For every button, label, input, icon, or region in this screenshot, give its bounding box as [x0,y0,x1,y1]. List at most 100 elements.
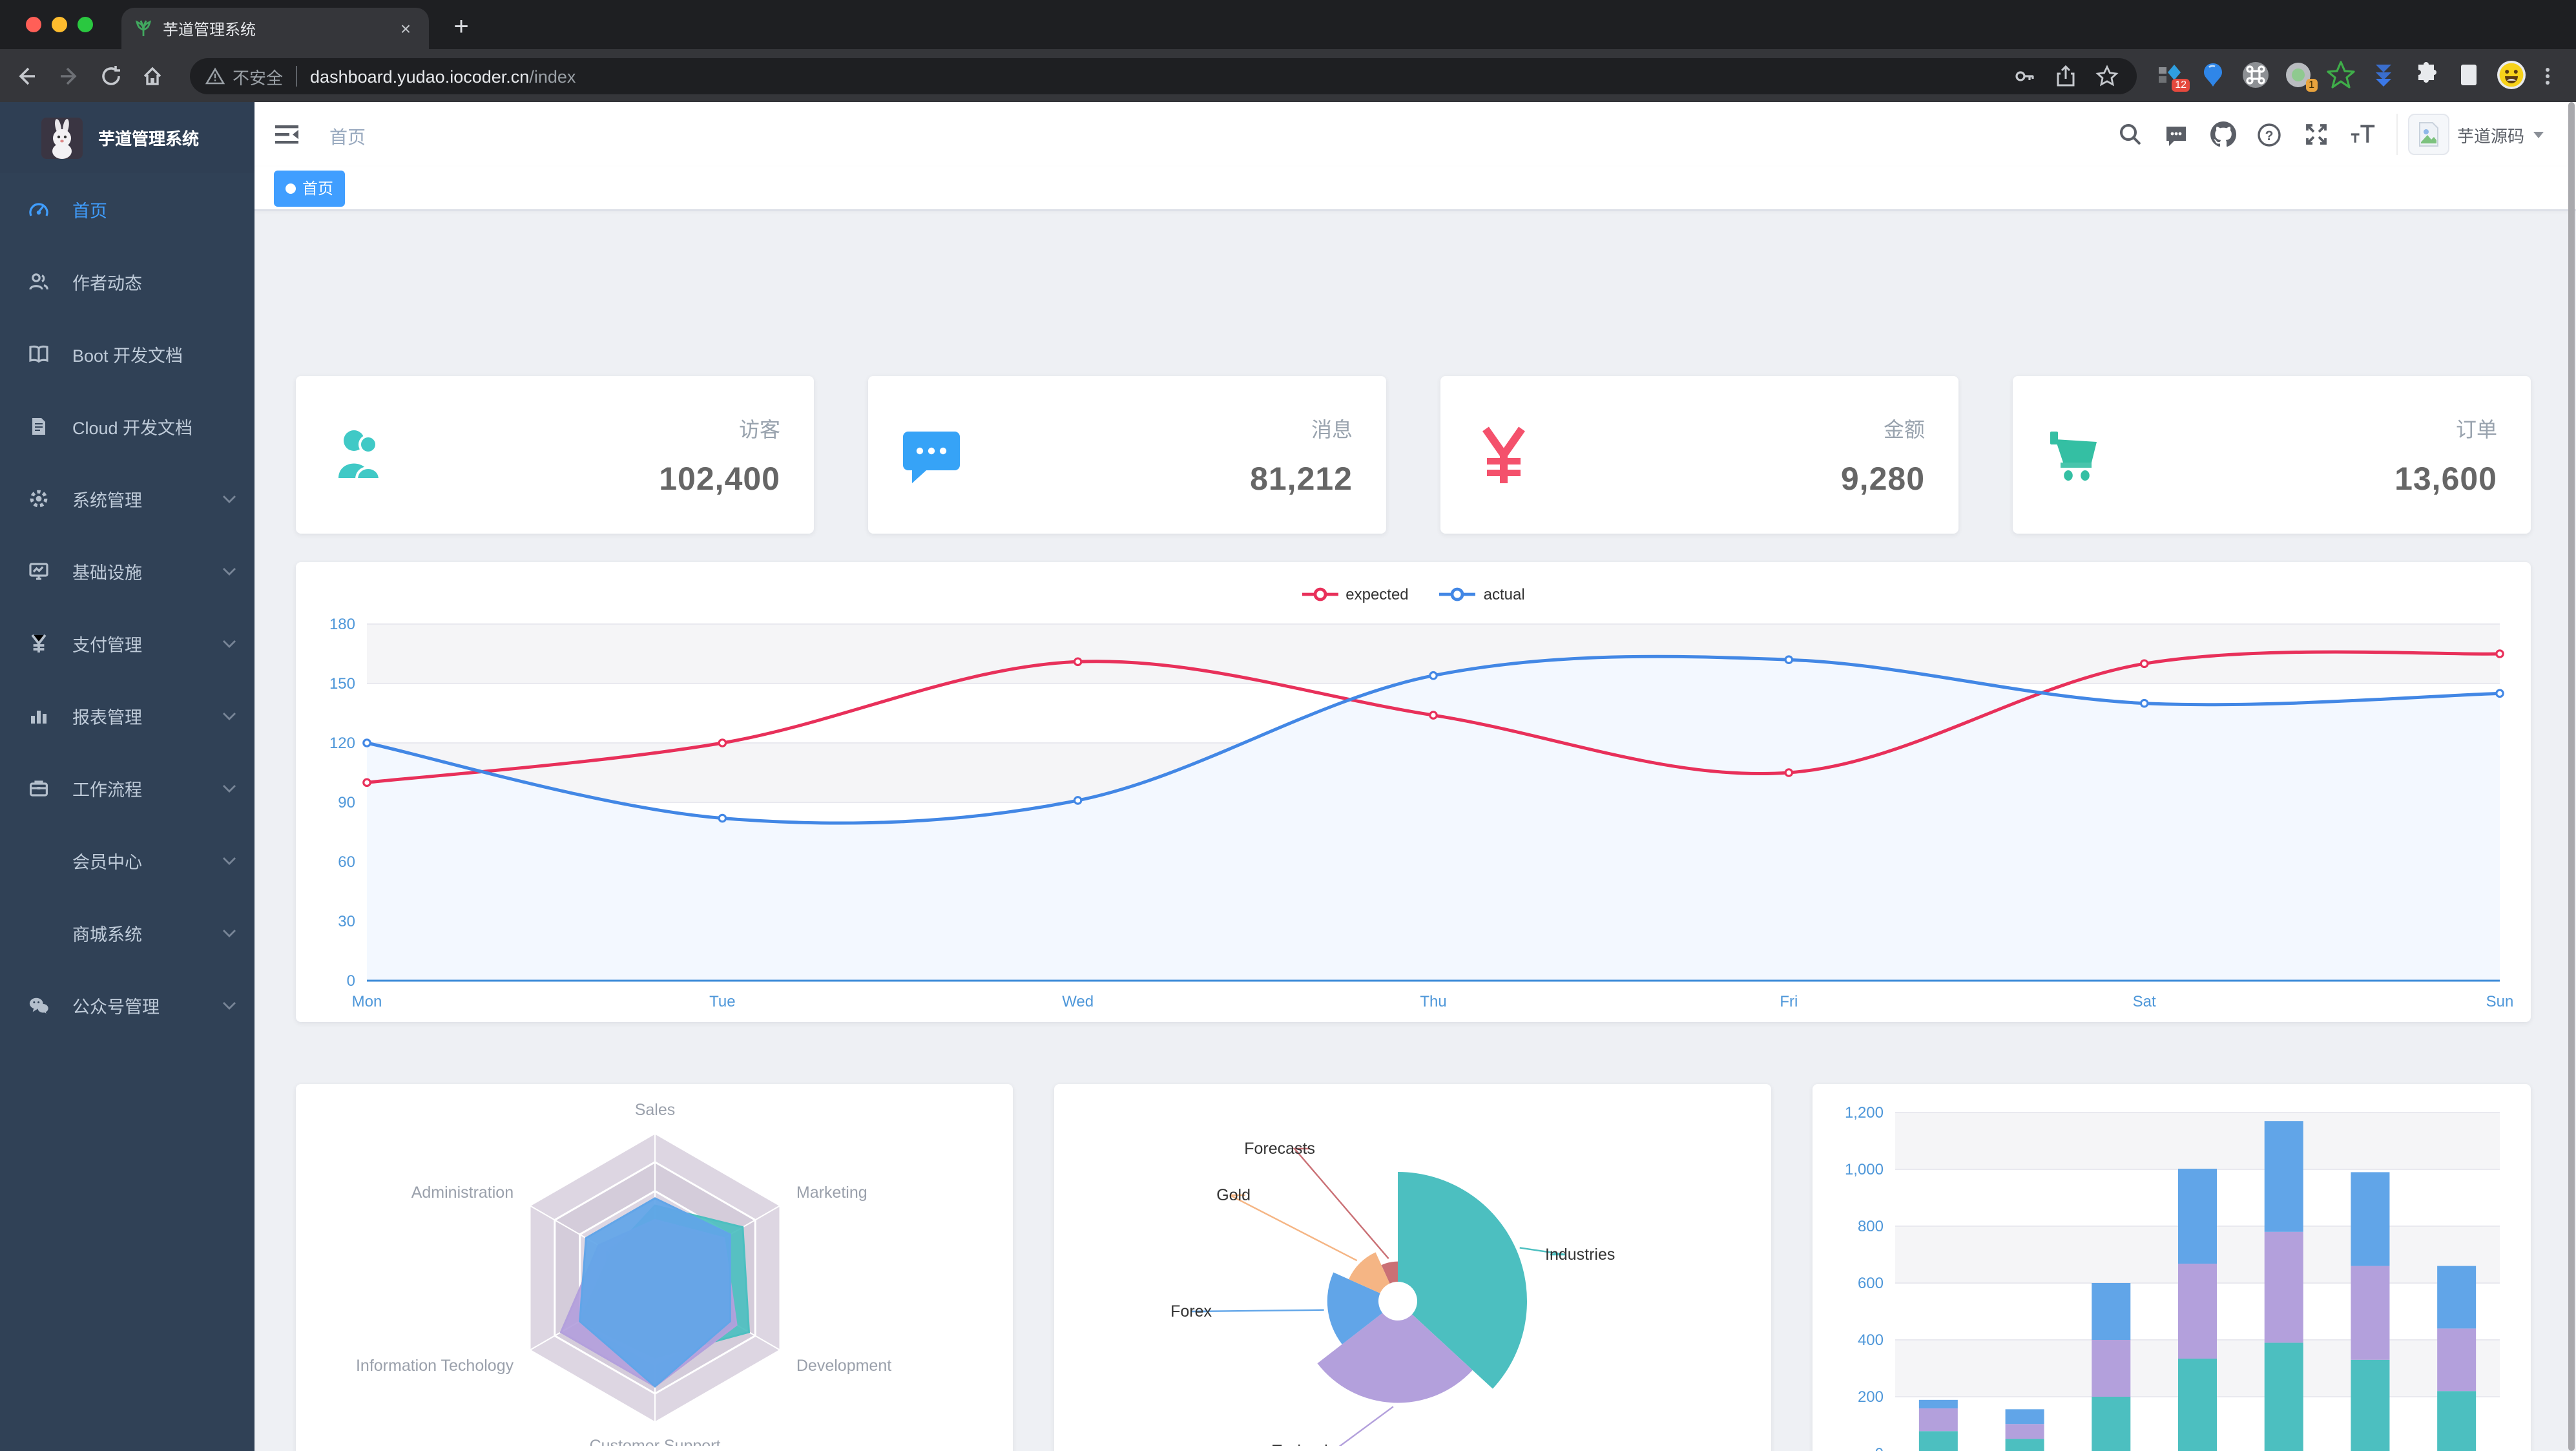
svg-text:30: 30 [338,913,355,930]
ext-chevrons-icon[interactable] [2368,58,2399,92]
search-icon[interactable] [2117,121,2143,147]
extension-badge: 12 [2172,79,2190,92]
user-menu[interactable]: 芋道源码 [2396,114,2545,155]
omnibox-divider [296,66,298,87]
svg-text:Mon: Mon [352,993,382,1010]
ext-command-icon[interactable] [2240,58,2271,92]
sidebar-item-7[interactable]: 支付管理 [0,607,254,680]
svg-text:60: 60 [338,853,355,871]
github-icon[interactable] [2210,121,2236,147]
chevron-down-icon [222,784,236,793]
sidebar-item-10[interactable]: 会员中心 [0,824,254,897]
username: 芋道源码 [2457,126,2524,145]
sidebar-item-11[interactable]: 商城系统 [0,897,254,969]
font-size-icon[interactable] [2350,121,2376,147]
sidebar-item-6[interactable]: 基础设施 [0,535,254,607]
stat-value: 9,280 [1840,461,1925,497]
window-close-button[interactable] [26,17,41,32]
bar-chart: 02004006008001,0001,200MonTueWedThuFriSa… [1845,1104,2500,1451]
people-icon [328,424,390,486]
svg-text:Forecasts: Forecasts [1244,1140,1315,1158]
not-secure-warning-icon [205,67,225,85]
svg-text:Marketing: Marketing [796,1184,867,1202]
sidebar-item-4[interactable]: Cloud 开发文档 [0,390,254,463]
legend-item-expected[interactable]: expected [1302,585,1409,603]
ext-grid-diamond-icon[interactable]: 12 [2155,58,2190,92]
favicon-plant-icon [134,19,152,37]
sidebar-item-8[interactable]: 报表管理 [0,680,254,752]
svg-text:Wed: Wed [1062,993,1094,1010]
sidebar-item-5[interactable]: 系统管理 [0,463,254,535]
svg-text:Forex: Forex [1170,1302,1212,1321]
sidebar-item-12[interactable]: 公众号管理 [0,969,254,1041]
url-bar[interactable]: 不安全 dashboard.yudao.iocoder.cn/index [190,58,2137,94]
none-icon [28,923,49,943]
browser-menu-icon[interactable] [2532,61,2563,92]
stat-value: 81,212 [1250,461,1353,497]
bookmark-star-icon[interactable] [2095,65,2119,88]
new-tab-button[interactable]: + [453,13,469,41]
money-icon [1473,424,1535,486]
avatar [2407,114,2449,155]
sidebar-item-3[interactable]: Boot 开发文档 [0,318,254,390]
none-icon [28,850,49,871]
svg-text:Thu: Thu [1420,993,1446,1010]
tag-首页[interactable]: 首页 [274,170,346,206]
yen-icon [28,633,49,654]
forward-button[interactable] [54,61,85,92]
message-icon[interactable] [2164,121,2190,147]
legend-label: actual [1483,585,1525,603]
pie-chart: Industries Technology Forex Gold Forecasts [1170,1140,1615,1446]
window-minimize-button[interactable] [52,17,67,32]
weekly-activity-chart-card: expected actual 0 30 60 90 120 150 180 Mon Tue Wed… [296,562,2531,1022]
stat-card-3[interactable]: 金额 9,280 [1440,376,1958,534]
stat-card-4[interactable]: 订单 13,600 [2013,376,2531,534]
svg-text:Tue: Tue [709,993,735,1010]
ext-star-icon[interactable] [2325,58,2356,92]
legend-item-actual[interactable]: actual [1439,585,1525,603]
sidebar-item-label: 系统管理 [72,491,142,510]
svg-text:400: 400 [1858,1331,1884,1349]
ext-emoji-avatar-icon[interactable] [2496,58,2527,92]
password-key-icon[interactable] [2013,65,2036,88]
caret-down-icon [2533,131,2544,138]
svg-text:Information Techology: Information Techology [356,1357,514,1375]
help-question-icon[interactable]: ? [2257,121,2283,147]
fullscreen-icon[interactable] [2303,121,2329,147]
doc-icon [28,416,49,437]
line-chart: 0 30 60 90 120 150 180 Mon Tue Wed Thu Fri Sat Sun [329,616,2513,1010]
sidebar-item-9[interactable]: 工作流程 [0,752,254,824]
stat-card-2[interactable]: 消息 81,212 [868,376,1386,534]
tab-title: 芋道管理系统 [163,20,256,38]
svg-text:Technology: Technology [1272,1442,1355,1446]
sidebar-menu: 首页作者动态 Boot 开发文档 Cloud 开发文档系统管理基础设施 支付管理 报表管… [0,173,254,1041]
sidebar-item-2[interactable]: 作者动态 [0,245,254,318]
bar-chart-card: 02004006008001,0001,200MonTueWedThuFriSa… [1813,1084,2531,1451]
browser-toolbar: 不安全 dashboard.yudao.iocoder.cn/index 12 1 [0,49,2576,102]
page-scrollbar[interactable] [2568,102,2575,1451]
tab-close-icon[interactable]: × [400,18,411,39]
stat-card-1[interactable]: 访客 102,400 [296,376,814,534]
pie-chart-card: Industries Technology Forex Gold Forecasts I… [1054,1084,1771,1451]
sidebar-item-label: 会员中心 [72,853,142,872]
ext-balloon-icon[interactable] [2197,58,2228,92]
ext-reader-icon[interactable] [2453,58,2484,92]
window-maximize-button[interactable] [78,17,93,32]
share-icon[interactable] [2054,65,2077,88]
radar-chart: Sales Administration Information Techology… [356,1101,891,1446]
app-title: 芋道管理系统 [98,129,200,149]
ext-green-dot-icon[interactable]: 1 [2283,58,2318,92]
svg-text:Sat: Sat [2133,993,2156,1010]
sidebar-item-1[interactable]: 首页 [0,173,254,245]
home-button[interactable] [137,61,168,92]
reload-button[interactable] [96,61,127,92]
stat-label: 金额 [1883,420,1925,442]
ext-puzzle-icon[interactable] [2411,58,2442,92]
back-button[interactable] [10,61,41,92]
sidebar-item-label: 作者动态 [72,274,142,293]
svg-text:Fri: Fri [1780,993,1798,1010]
app-logo[interactable]: 芋道管理系统 [0,102,254,173]
browser-tab[interactable]: 芋道管理系统 × [121,8,429,49]
hamburger-icon[interactable] [274,121,300,147]
